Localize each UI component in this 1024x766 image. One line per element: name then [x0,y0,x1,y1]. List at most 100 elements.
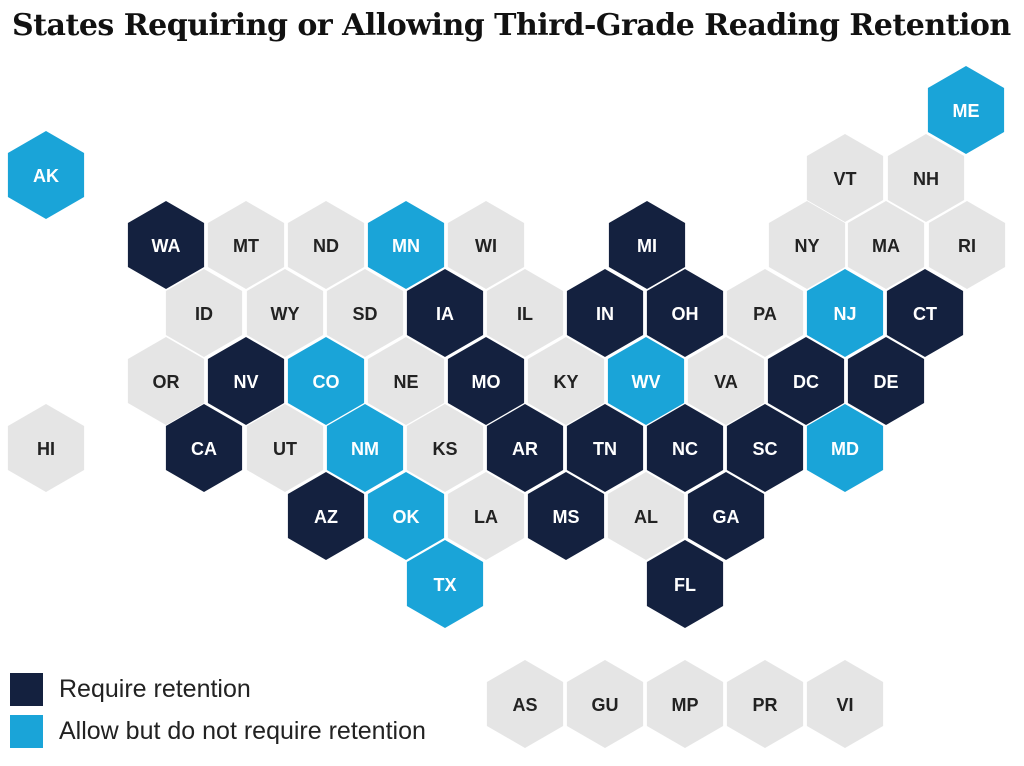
hex-shape-nc [646,404,724,492]
hex-tn: TN [566,404,644,492]
hex-vi: VI [806,660,884,748]
hex-shape-al [607,472,685,560]
hex-shape-az [287,472,365,560]
hex-nj: NJ [806,269,884,357]
hex-ri: RI [928,201,1006,289]
hex-label-mo: MO [472,372,501,392]
hex-label-ky: KY [553,372,578,392]
hex-shape-mn [367,201,445,289]
hex-shape-fl [646,540,724,628]
legend-label-require: Require retention [59,674,251,703]
hex-wa: WA [127,201,205,289]
hex-in: IN [566,269,644,357]
hex-co: CO [287,337,365,425]
hex-shape-ar [486,404,564,492]
hex-shape-ut [246,404,324,492]
hex-label-de: DE [873,372,898,392]
hex-ks: KS [406,404,484,492]
hex-shape-id [165,269,243,357]
hex-shape-ct [886,269,964,357]
hex-label-az: AZ [314,507,338,527]
hex-wy: WY [246,269,324,357]
hex-mp: MP [646,660,724,748]
hex-label-me: ME [953,101,980,121]
hex-ms: MS [527,472,605,560]
hex-shape-mp [646,660,724,748]
hex-il: IL [486,269,564,357]
hex-label-nj: NJ [833,304,856,324]
hex-shape-md [806,404,884,492]
hex-pr: PR [726,660,804,748]
hex-mn: MN [367,201,445,289]
legend-label-allow: Allow but do not require retention [59,716,426,745]
hex-shape-tn [566,404,644,492]
legend-swatch-allow [10,714,43,748]
hex-label-pr: PR [752,695,777,715]
hex-shape-la [447,472,525,560]
hex-ne: NE [367,337,445,425]
hex-ny: NY [768,201,846,289]
hex-label-vi: VI [836,695,853,715]
hex-ia: IA [406,269,484,357]
hex-label-vt: VT [833,169,856,189]
hex-shape-vt [806,134,884,222]
hex-label-nv: NV [233,372,258,392]
hex-shape-mo [447,337,525,425]
hex-ar: AR [486,404,564,492]
hex-nv: NV [207,337,285,425]
hex-label-nm: NM [351,439,379,459]
hex-ga: GA [687,472,765,560]
hex-shape-ma [847,201,925,289]
hex-shape-in [566,269,644,357]
hex-shape-nj [806,269,884,357]
hex-shape-oh [646,269,724,357]
hex-label-co: CO [313,372,340,392]
hex-label-va: VA [714,372,738,392]
hex-shape-vi [806,660,884,748]
hex-label-gu: GU [592,695,619,715]
hex-shape-hi [7,404,85,492]
legend-item-allow: Allow but do not require retention [10,710,426,752]
hex-shape-ks [406,404,484,492]
hex-label-ks: KS [432,439,457,459]
hex-nc: NC [646,404,724,492]
hex-label-al: AL [634,507,658,527]
hex-label-pa: PA [753,304,777,324]
hex-la: LA [447,472,525,560]
hex-shape-ms [527,472,605,560]
hex-label-ut: UT [273,439,297,459]
hex-shape-ca [165,404,243,492]
hex-label-nc: NC [672,439,698,459]
hex-label-hi: HI [37,439,55,459]
hex-label-ne: NE [393,372,418,392]
hex-shape-va [687,337,765,425]
hex-label-mp: MP [672,695,699,715]
hex-shape-mi [608,201,686,289]
hex-label-id: ID [195,304,213,324]
hex-shape-or [127,337,205,425]
hex-or: OR [127,337,205,425]
hex-nd: ND [287,201,365,289]
hex-me: ME [927,66,1005,154]
hex-label-il: IL [517,304,533,324]
hex-fl: FL [646,540,724,628]
hex-label-la: LA [474,507,498,527]
hex-shape-de [847,337,925,425]
hex-label-ny: NY [794,236,819,256]
hex-nm: NM [326,404,404,492]
hex-id: ID [165,269,243,357]
hex-shape-ia [406,269,484,357]
hex-label-wv: WV [632,372,661,392]
hex-ut: UT [246,404,324,492]
hex-shape-nv [207,337,285,425]
hex-shape-tx [406,540,484,628]
page-title: States Requiring or Allowing Third-Grade… [12,8,1011,43]
hex-label-ms: MS [553,507,580,527]
hex-md: MD [806,404,884,492]
hex-shape-sc [726,404,804,492]
legend: Require retention Allow but do not requi… [10,668,426,752]
hex-label-sc: SC [752,439,777,459]
hex-label-as: AS [512,695,537,715]
hex-shape-pr [726,660,804,748]
